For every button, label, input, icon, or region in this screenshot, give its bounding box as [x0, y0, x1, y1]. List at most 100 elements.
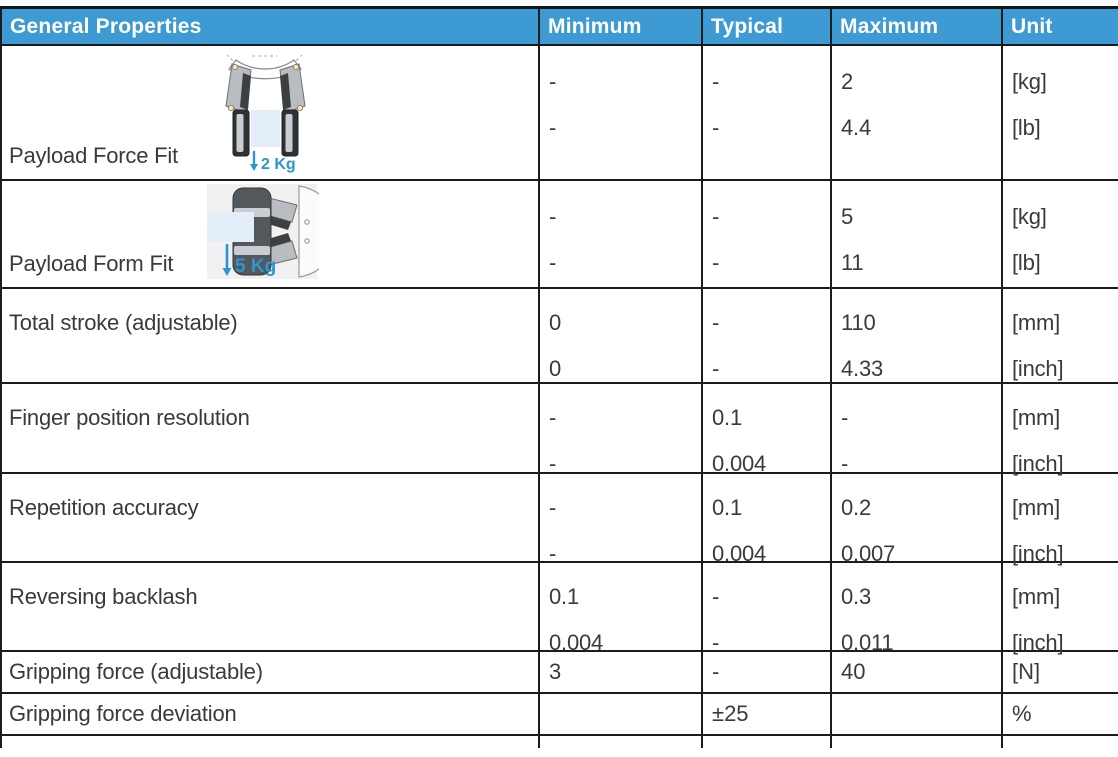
gripper-form-fit-image: 5 Kg	[207, 184, 339, 286]
minimum-cell	[540, 736, 703, 748]
property-cell	[2, 736, 540, 748]
header-label: Minimum	[548, 14, 642, 38]
cell-value: -	[841, 405, 849, 430]
payload-caption: 2 Kg	[261, 156, 296, 173]
property-label: Payload Form Fit	[9, 251, 174, 276]
table-row: Repetition accuracy - - 0.1 0.004 0.2 0.…	[2, 474, 1118, 577]
property-cell: 2 Kg Payload Force Fit	[2, 46, 540, 179]
typical-cell: 0.1 0.004	[703, 384, 832, 487]
cell-value: 0.011	[841, 630, 894, 655]
gripper-arm-right-inner	[280, 73, 291, 110]
header-cell-property: General Properties	[2, 9, 540, 44]
property-cell: Reversing backlash	[2, 563, 540, 666]
unit-cell: %	[1012, 701, 1032, 726]
cell-value: 0.1	[712, 405, 742, 430]
cell-value: 0.004	[549, 630, 604, 655]
maximum-cell	[832, 694, 1003, 734]
joint-screw	[231, 63, 239, 71]
maximum-cell: 110 4.33	[832, 289, 1003, 392]
minimum-cell: 0 0	[540, 289, 703, 392]
cylinder-band	[234, 246, 270, 255]
base-screw	[304, 219, 310, 225]
base-screw	[304, 238, 310, 244]
finger-highlight	[285, 114, 293, 152]
table-row: Reversing backlash 0.1 0.004 - - 0.3 0.0…	[2, 563, 1118, 666]
minimum-cell: - -	[540, 181, 703, 287]
maximum-cell: 0.2 0.007	[832, 474, 1003, 577]
cell-value: -	[841, 451, 849, 476]
typical-cell	[703, 736, 832, 748]
cell-value: -	[712, 356, 720, 381]
unit-cell: [N]	[1012, 659, 1041, 684]
cell-value: [mm]	[1012, 584, 1061, 609]
payload-caption: 5 Kg	[235, 256, 276, 277]
cell-value: -	[549, 451, 557, 476]
cell-value: 0.1	[549, 584, 579, 609]
unit-cell: [kg] [lb]	[1003, 46, 1118, 179]
cell-value: [kg]	[1012, 69, 1047, 94]
cell-value: [inch]	[1012, 630, 1064, 655]
typical-cell: 0.1 0.004	[703, 474, 832, 577]
cell-value: -	[549, 115, 557, 140]
header-label: Typical	[711, 14, 784, 38]
minimum-cell	[540, 694, 703, 734]
payload-object	[207, 212, 254, 242]
cell-value: 4.33	[841, 356, 884, 381]
cell-value: 0	[549, 356, 562, 381]
property-cell: Gripping force deviation	[2, 694, 540, 734]
cell-value: -	[549, 405, 557, 430]
table-row: 5 Kg Payload Form Fit - - - - 5 11 [kg] …	[2, 181, 1118, 289]
cell-value: 0.004	[712, 541, 767, 566]
property-label: Reversing backlash	[9, 584, 198, 609]
gripper-arm-left-inner	[240, 73, 251, 110]
down-arrow-icon	[222, 244, 232, 276]
cell-value: -	[712, 310, 720, 335]
unit-cell	[1003, 736, 1118, 748]
cell-value: 2	[841, 69, 854, 94]
header-cell-minimum: Minimum	[540, 9, 703, 44]
cell-value: -	[712, 204, 720, 229]
cell-value: -	[712, 630, 720, 655]
cell-value: [lb]	[1012, 250, 1041, 275]
property-label: Gripping force (adjustable)	[9, 659, 263, 684]
down-arrow-icon	[250, 151, 258, 171]
cell-value: [mm]	[1012, 310, 1061, 335]
table-row-partial	[2, 736, 1118, 748]
header-cell-typical: Typical	[703, 9, 832, 44]
cell-value: 0.007	[841, 541, 896, 566]
cell-value: -	[549, 204, 557, 229]
typical-cell: - -	[703, 289, 832, 392]
property-label: Payload Force Fit	[9, 143, 179, 168]
cell-value: -	[712, 584, 720, 609]
gripper-base	[298, 185, 339, 278]
header-cell-maximum: Maximum	[832, 9, 1003, 44]
maximum-cell: 2 4.4	[832, 46, 1003, 179]
header-label: Unit	[1011, 14, 1053, 38]
general-properties-table: General Properties Minimum Typical Maxim…	[0, 6, 1118, 748]
cell-value: [inch]	[1012, 541, 1064, 566]
cell-value: 0	[549, 310, 562, 335]
cell-value: [inch]	[1012, 356, 1064, 381]
header-label: Maximum	[840, 14, 939, 38]
typical-cell: - -	[703, 46, 832, 179]
property-cell: Gripping force (adjustable)	[2, 652, 540, 692]
gripper-force-fit-image: 2 Kg	[207, 49, 325, 180]
cell-value: 0.3	[841, 584, 871, 609]
table-row: Gripping force deviation ±25 %	[2, 694, 1118, 736]
typical-cell: - -	[703, 563, 832, 666]
table-row: Total stroke (adjustable) 0 0 - - 110 4.…	[2, 289, 1118, 392]
property-cell: Finger position resolution	[2, 384, 540, 487]
cell-value: 5	[841, 204, 854, 229]
minimum-cell: - -	[540, 46, 703, 179]
cell-value: -	[712, 115, 720, 140]
unit-cell: [mm] [inch]	[1003, 384, 1118, 487]
unit-cell: [mm] [inch]	[1003, 474, 1118, 577]
cell-value: 11	[841, 250, 864, 275]
cell-value: -	[549, 250, 557, 275]
maximum-cell	[832, 736, 1003, 748]
unit-cell: [mm] [inch]	[1003, 563, 1118, 666]
cell-value: -	[549, 495, 557, 520]
finger-highlight	[236, 114, 244, 152]
maximum-cell: 0.3 0.011	[832, 563, 1003, 666]
minimum-cell: - -	[540, 384, 703, 487]
